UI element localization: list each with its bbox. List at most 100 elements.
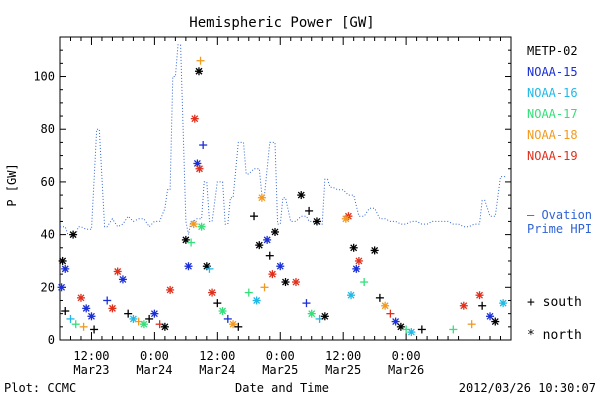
south-point — [79, 322, 88, 331]
y-axis-label: P [GW] — [5, 163, 19, 206]
x-tick-label-date: Mar25 — [262, 363, 298, 377]
y-tick-label: 100 — [33, 70, 55, 84]
footer-plot-credit: Plot: CCMC — [4, 381, 76, 395]
south-point — [467, 320, 476, 329]
y-tick-label: 80 — [41, 122, 55, 136]
y-tick-label: 40 — [41, 228, 55, 242]
point-stroke — [185, 262, 192, 270]
point-stroke — [140, 320, 148, 328]
south-point — [199, 141, 208, 150]
legend: METP-02 NOAA-15 NOAA-16 NOAA-17 NOAA-18 NOAA-… — [527, 44, 578, 163]
point-stroke — [491, 318, 499, 326]
point-stroke — [119, 275, 127, 283]
north-point — [160, 322, 169, 331]
south-point — [417, 325, 426, 334]
footer-timestamp: 2012/03/26 10:30:07 — [459, 381, 596, 395]
south-point — [124, 309, 133, 318]
point-stroke — [308, 310, 316, 318]
legend-item: NOAA-19 — [527, 149, 578, 163]
point-stroke — [196, 165, 203, 173]
point-stroke — [486, 312, 494, 320]
north-point — [69, 230, 78, 239]
point-stroke — [282, 278, 289, 286]
north-point — [195, 164, 204, 173]
north-point — [108, 304, 117, 313]
point-stroke — [203, 262, 211, 270]
north-point — [118, 275, 127, 284]
north-point — [281, 278, 290, 287]
x-tick-label-date: Mar25 — [325, 363, 361, 377]
point-stroke — [198, 223, 206, 231]
point-stroke — [499, 299, 507, 307]
south-point — [305, 206, 314, 215]
x-tick-label-date: Mar26 — [388, 363, 424, 377]
south-point — [250, 212, 259, 221]
point-stroke — [460, 302, 468, 310]
point-stroke — [88, 312, 95, 320]
south-point — [265, 251, 274, 260]
point-stroke — [150, 310, 158, 318]
north-point — [218, 307, 227, 316]
point-stroke — [352, 265, 360, 273]
point-stroke — [407, 328, 415, 336]
ovation-label-line2: Prime HPI — [527, 222, 592, 236]
south-point — [478, 301, 487, 310]
point-stroke — [82, 304, 90, 312]
south-point — [223, 314, 232, 323]
point-stroke — [258, 194, 266, 202]
south-point — [90, 325, 99, 334]
north-point — [276, 262, 285, 271]
point-stroke — [476, 291, 483, 299]
south-point — [103, 296, 112, 305]
marker-legend-item: * north — [527, 328, 582, 343]
marker-legend-item: + south — [527, 295, 582, 310]
south-point — [71, 320, 80, 329]
north-point — [475, 291, 484, 300]
point-stroke — [129, 315, 137, 323]
x-tick-label-time: 0:00 — [140, 349, 169, 363]
north-point — [381, 301, 390, 310]
point-stroke — [195, 67, 203, 75]
point-stroke — [263, 236, 271, 244]
south-point — [61, 307, 70, 316]
north-point — [194, 67, 203, 76]
legend-item: NOAA-16 — [527, 86, 578, 100]
south-point — [260, 283, 269, 292]
south-point — [244, 288, 253, 297]
north-point — [271, 227, 280, 236]
legend-item: NOAA-18 — [527, 128, 578, 142]
north-point — [189, 220, 198, 229]
data-points — [57, 56, 508, 337]
point-stroke — [371, 246, 379, 254]
south-point — [449, 325, 458, 334]
south-point — [145, 314, 154, 323]
y-tick-label: 60 — [41, 175, 55, 189]
south-point — [375, 293, 384, 302]
point-stroke — [397, 323, 405, 331]
north-point — [82, 304, 91, 313]
north-point — [257, 193, 266, 202]
north-point — [341, 214, 350, 223]
north-point — [87, 312, 96, 321]
north-point — [349, 243, 358, 252]
north-point — [354, 256, 363, 265]
axes: 02040608010012:00Mar230:00Mar2412:00Mar2… — [33, 37, 512, 377]
point-stroke — [161, 323, 169, 331]
north-point — [268, 270, 277, 279]
point-stroke — [182, 236, 190, 244]
point-stroke — [114, 268, 122, 275]
north-point — [113, 267, 122, 276]
point-stroke — [350, 244, 358, 252]
x-tick-label-time: 12:00 — [325, 349, 361, 363]
point-stroke — [392, 318, 400, 326]
ovation-label-line1: — Ovation — [527, 208, 592, 222]
north-point — [370, 246, 379, 255]
north-point — [320, 312, 329, 321]
ovation-series-line — [60, 44, 506, 236]
y-tick-label: 0 — [48, 333, 55, 347]
north-point — [291, 278, 300, 287]
point-stroke — [253, 297, 261, 304]
point-stroke — [321, 312, 329, 320]
point-stroke — [193, 160, 201, 167]
